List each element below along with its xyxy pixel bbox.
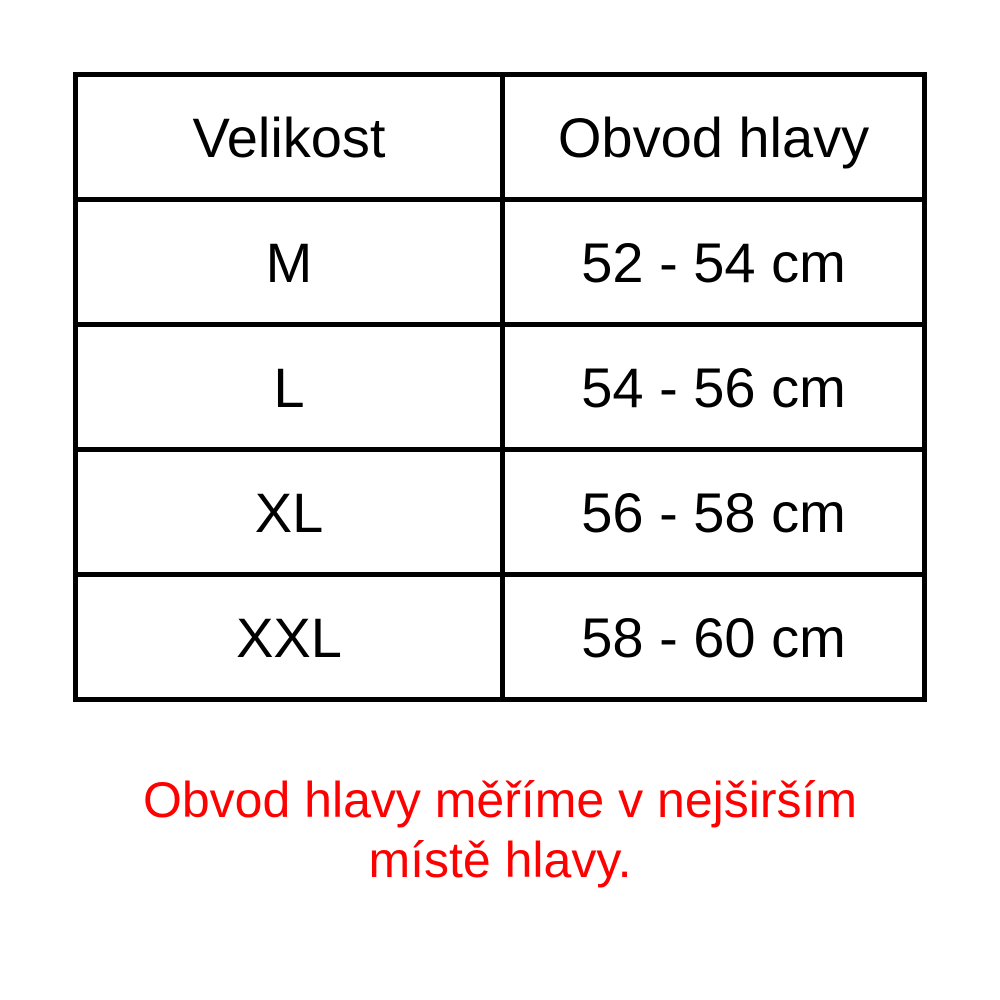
circumference-cell: 54 - 56 cm: [500, 322, 927, 452]
table-row: XL 56 - 58 cm: [73, 447, 927, 577]
circumference-cell: 58 - 60 cm: [500, 572, 927, 702]
table-row: XXL 58 - 60 cm: [73, 572, 927, 702]
size-cell: XL: [73, 447, 505, 577]
header-size: Velikost: [73, 72, 505, 202]
circumference-cell: 52 - 54 cm: [500, 197, 927, 327]
measurement-note: Obvod hlavy měříme v nejširším místě hla…: [0, 770, 1000, 890]
note-line-1: Obvod hlavy měříme v nejširším: [142, 772, 858, 828]
size-cell: M: [73, 197, 505, 327]
table-row: L 54 - 56 cm: [73, 322, 927, 452]
header-head-circumference: Obvod hlavy: [500, 72, 927, 202]
table-header-row: Velikost Obvod hlavy: [73, 72, 927, 202]
size-cell: L: [73, 322, 505, 452]
note-line-2: místě hlavy.: [368, 832, 632, 888]
size-table: Velikost Obvod hlavy M 52 - 54 cm L 54 -…: [73, 72, 927, 702]
table-row: M 52 - 54 cm: [73, 197, 927, 327]
circumference-cell: 56 - 58 cm: [500, 447, 927, 577]
size-cell: XXL: [73, 572, 505, 702]
